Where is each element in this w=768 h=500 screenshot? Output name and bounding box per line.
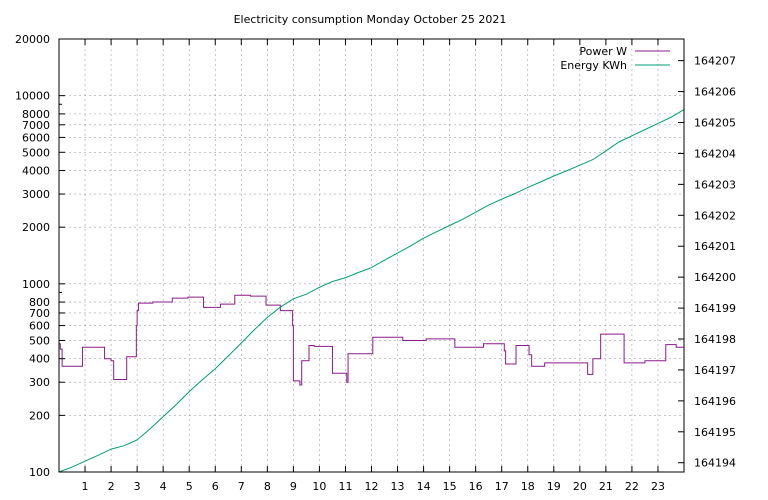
y-tick-label: 4000	[22, 165, 50, 178]
x-tick-label: 1	[82, 480, 89, 493]
x-tick-label: 15	[443, 480, 457, 493]
y-tick-label: 600	[29, 320, 50, 333]
y2-tick-label: 164198	[694, 333, 736, 346]
y-tick-label: 20000	[15, 33, 50, 46]
y2-tick-label: 164204	[694, 147, 736, 160]
y2-tick-label: 164205	[694, 117, 736, 130]
x-tick-label: 20	[573, 480, 587, 493]
y2-tick-label: 164194	[694, 457, 736, 470]
plot-area	[58, 109, 685, 473]
y-tick-label: 1000	[22, 278, 50, 291]
x-tick-label: 3	[134, 480, 141, 493]
y-tick-label: 7000	[22, 119, 50, 132]
y2-tick-label: 164203	[694, 178, 736, 191]
x-tick-label: 23	[651, 480, 665, 493]
y-tick-label: 800	[29, 296, 50, 309]
y2-tick-label: 164195	[694, 426, 736, 439]
y-tick-label: 500	[29, 334, 50, 347]
y-tick-label: 10000	[15, 90, 50, 103]
x-tick-label: 6	[212, 480, 219, 493]
x-tick-label: 13	[391, 480, 405, 493]
y-tick-label: 300	[29, 376, 50, 389]
legend-label-power-w: Power W	[579, 45, 627, 58]
power-w-line	[59, 294, 684, 386]
x-tick-label: 19	[547, 480, 561, 493]
x-tick-label: 2	[108, 480, 115, 493]
x-tick-label: 22	[625, 480, 639, 493]
y2-tick-label: 164207	[694, 55, 736, 68]
x-tick-label: 11	[338, 480, 352, 493]
x-tick-label: 12	[365, 480, 379, 493]
y2-tick-label: 164201	[694, 240, 736, 253]
x-tick-label: 8	[264, 480, 271, 493]
y-tick-label: 400	[29, 353, 50, 366]
y2-tick-label: 164206	[694, 86, 736, 99]
y-tick-label: 6000	[22, 131, 50, 144]
energy-kwh-line	[58, 109, 685, 473]
y-tick-label: 3000	[22, 188, 50, 201]
x-tick-label: 7	[238, 480, 245, 493]
x-tick-label: 14	[417, 480, 431, 493]
x-tick-label: 17	[495, 480, 509, 493]
chart-title: Electricity consumption Monday October 2…	[234, 13, 507, 26]
y-tick-label: 5000	[22, 146, 50, 159]
x-tick-label: 5	[186, 480, 193, 493]
y-tick-label: 100	[29, 466, 50, 479]
x-tick-label: 10	[312, 480, 326, 493]
x-tick-label: 18	[521, 480, 535, 493]
y-tick-label: 8000	[22, 108, 50, 121]
y2-tick-label: 164202	[694, 209, 736, 222]
axes: 1 2 3 4 5 6 7 8 9 10 11 12 13 14 15 16 17 18 19 20 21 22 23100…	[15, 33, 736, 493]
x-tick-label: 9	[290, 480, 297, 493]
y2-tick-label: 164200	[694, 271, 736, 284]
y-tick-label: 200	[29, 409, 50, 422]
x-tick-label: 21	[599, 480, 613, 493]
y-tick-label: 700	[29, 307, 50, 320]
grid	[59, 38, 684, 473]
y2-tick-label: 164196	[694, 395, 736, 408]
x-tick-label: 16	[469, 480, 483, 493]
x-tick-label: 4	[160, 480, 167, 493]
y2-tick-label: 164197	[694, 364, 736, 377]
legend-label-energy-kwh: Energy KWh	[560, 59, 627, 72]
y2-tick-label: 164199	[694, 302, 736, 315]
y-tick-label: 2000	[22, 221, 50, 234]
